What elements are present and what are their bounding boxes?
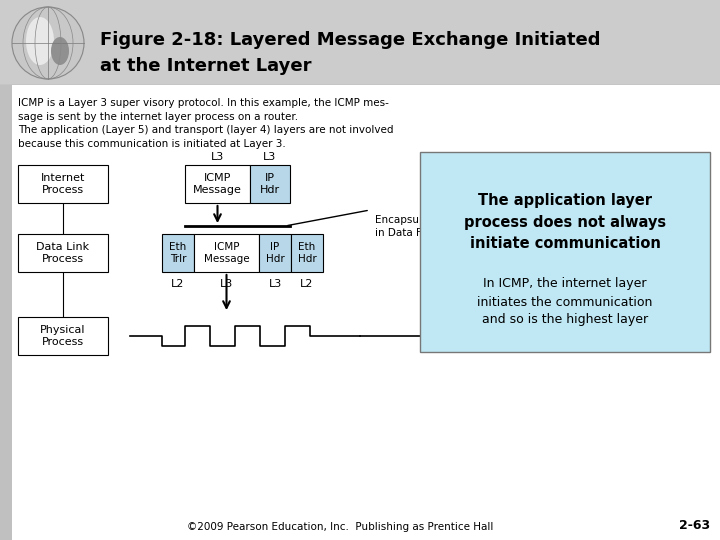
Text: ICMP
Message: ICMP Message: [204, 241, 249, 265]
Text: In ICMP, the internet layer
initiates the communication
and so is the highest la: In ICMP, the internet layer initiates th…: [477, 278, 653, 327]
Bar: [194, 234, 259, 272]
Text: Encapsulation of IP Packet
in Data Field of Ethernet Frame: Encapsulation of IP Packet in Data Field…: [375, 215, 537, 238]
Text: ©2009 Pearson Education, Inc.  Publishing as Prentice Hall: ©2009 Pearson Education, Inc. Publishing…: [186, 522, 493, 532]
Circle shape: [12, 7, 84, 79]
Ellipse shape: [51, 37, 69, 65]
Bar: [0, 0, 720, 85]
Text: L3: L3: [264, 152, 276, 162]
Text: L2: L2: [171, 279, 185, 289]
Text: ICMP is a Layer 3 super visory protocol. In this example, the ICMP mes-
sage is : ICMP is a Layer 3 super visory protocol.…: [18, 98, 389, 122]
Bar: [18, 234, 108, 272]
Bar: [259, 234, 291, 272]
Text: L3: L3: [269, 279, 282, 289]
Text: L3: L3: [211, 152, 224, 162]
Bar: [420, 152, 710, 352]
Text: at the Internet Layer: at the Internet Layer: [100, 57, 312, 75]
Text: Internet
Process: Internet Process: [41, 173, 85, 195]
Bar: [0, 85, 12, 540]
Bar: [5, 2, 87, 80]
Text: Physical
Process: Physical Process: [40, 325, 86, 347]
Text: Figure 2-18: Layered Message Exchange Initiated: Figure 2-18: Layered Message Exchange In…: [100, 31, 600, 49]
Text: ICMP
Message: ICMP Message: [193, 173, 242, 195]
Bar: [0, 85, 720, 540]
Text: Eth
Trlr: Eth Trlr: [169, 241, 186, 265]
Bar: [18, 165, 108, 203]
Text: The application (Layer 5) and transport (layer 4) layers are not involved
becaus: The application (Layer 5) and transport …: [18, 125, 394, 149]
Text: The application layer
process does not always
initiate communication: The application layer process does not a…: [464, 193, 666, 251]
Text: Eth
Hdr: Eth Hdr: [297, 241, 316, 265]
Text: L3: L3: [220, 279, 233, 289]
Ellipse shape: [26, 17, 54, 65]
Bar: [185, 165, 250, 203]
Bar: [162, 234, 194, 272]
Bar: [291, 234, 323, 272]
Text: Data Link
Process: Data Link Process: [37, 241, 89, 265]
Text: 2-63: 2-63: [679, 519, 710, 532]
Text: IP
Hdr: IP Hdr: [266, 241, 284, 265]
Text: IP
Hdr: IP Hdr: [260, 173, 280, 195]
Bar: [250, 165, 290, 203]
Bar: [12, 85, 720, 540]
Text: L2: L2: [300, 279, 314, 289]
Bar: [18, 317, 108, 355]
